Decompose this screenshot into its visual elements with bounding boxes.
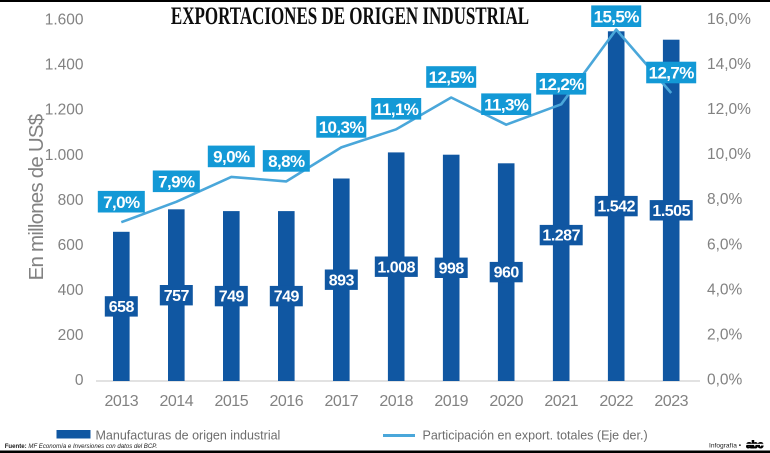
svg-text:998: 998 [439, 260, 465, 277]
svg-text:600: 600 [58, 237, 84, 254]
svg-text:4,0%: 4,0% [707, 281, 743, 298]
svg-text:1.400: 1.400 [45, 57, 84, 74]
svg-text:1.000: 1.000 [45, 147, 84, 164]
svg-text:11,1%: 11,1% [374, 100, 419, 119]
svg-text:960: 960 [494, 265, 520, 282]
svg-text:2016: 2016 [270, 393, 304, 410]
svg-text:15,5%: 15,5% [594, 7, 640, 26]
svg-text:12,7%: 12,7% [649, 64, 695, 83]
svg-text:2022: 2022 [599, 393, 633, 410]
svg-text:9,0%: 9,0% [213, 148, 250, 167]
svg-text:749: 749 [274, 289, 300, 306]
svg-text:2021: 2021 [544, 393, 578, 410]
svg-text:8,8%: 8,8% [268, 152, 305, 171]
svg-text:0: 0 [75, 372, 84, 389]
svg-text:2,0%: 2,0% [707, 326, 743, 343]
svg-text:0,0%: 0,0% [707, 371, 743, 388]
svg-text:11,3%: 11,3% [484, 95, 529, 114]
svg-text:893: 893 [329, 272, 355, 289]
svg-text:658: 658 [109, 299, 135, 316]
svg-text:1.542: 1.542 [597, 199, 635, 216]
svg-text:2020: 2020 [489, 393, 523, 410]
svg-text:757: 757 [164, 288, 190, 305]
svg-text:10,3%: 10,3% [319, 118, 365, 137]
svg-text:2017: 2017 [325, 393, 359, 410]
svg-text:2015: 2015 [215, 393, 249, 410]
svg-text:1.600: 1.600 [45, 12, 84, 29]
svg-text:En millones de US$: En millones de US$ [25, 113, 48, 280]
svg-text:14,0%: 14,0% [707, 56, 751, 73]
svg-text:10,0%: 10,0% [707, 146, 751, 163]
svg-text:2014: 2014 [160, 393, 194, 410]
svg-text:12,5%: 12,5% [429, 68, 475, 87]
svg-text:800: 800 [58, 192, 84, 209]
svg-text:2023: 2023 [654, 393, 688, 410]
svg-text:1.505: 1.505 [652, 203, 690, 220]
svg-text:400: 400 [58, 282, 84, 299]
svg-text:749: 749 [219, 289, 245, 306]
svg-text:Participación en export. total: Participación en export. totales (Eje de… [423, 429, 648, 443]
svg-text:1.200: 1.200 [45, 102, 84, 119]
svg-text:2018: 2018 [379, 393, 413, 410]
svg-text:6,0%: 6,0% [707, 236, 743, 253]
svg-text:8,0%: 8,0% [707, 191, 743, 208]
svg-text:7,9%: 7,9% [158, 172, 195, 191]
svg-text:200: 200 [58, 327, 84, 344]
svg-text:12,0%: 12,0% [707, 101, 751, 118]
svg-text:1.287: 1.287 [542, 228, 580, 245]
svg-text:EXPORTACIONES DE ORIGEN INDUST: EXPORTACIONES DE ORIGEN INDUSTRIAL [171, 2, 529, 30]
svg-text:1.008: 1.008 [377, 259, 415, 276]
svg-text:7,0%: 7,0% [103, 193, 140, 212]
svg-text:16,0%: 16,0% [707, 11, 751, 28]
svg-text:Infografía •: Infografía • [709, 442, 742, 449]
svg-text:Fuente: MF Economía e Inversio: Fuente: MF Economía e Inversiones con da… [5, 443, 158, 450]
svg-text:Manufacturas de origen industr: Manufacturas de origen industrial [96, 429, 281, 443]
svg-text:12,2%: 12,2% [539, 75, 585, 94]
svg-text:2013: 2013 [105, 393, 139, 410]
svg-text:2019: 2019 [434, 393, 468, 410]
